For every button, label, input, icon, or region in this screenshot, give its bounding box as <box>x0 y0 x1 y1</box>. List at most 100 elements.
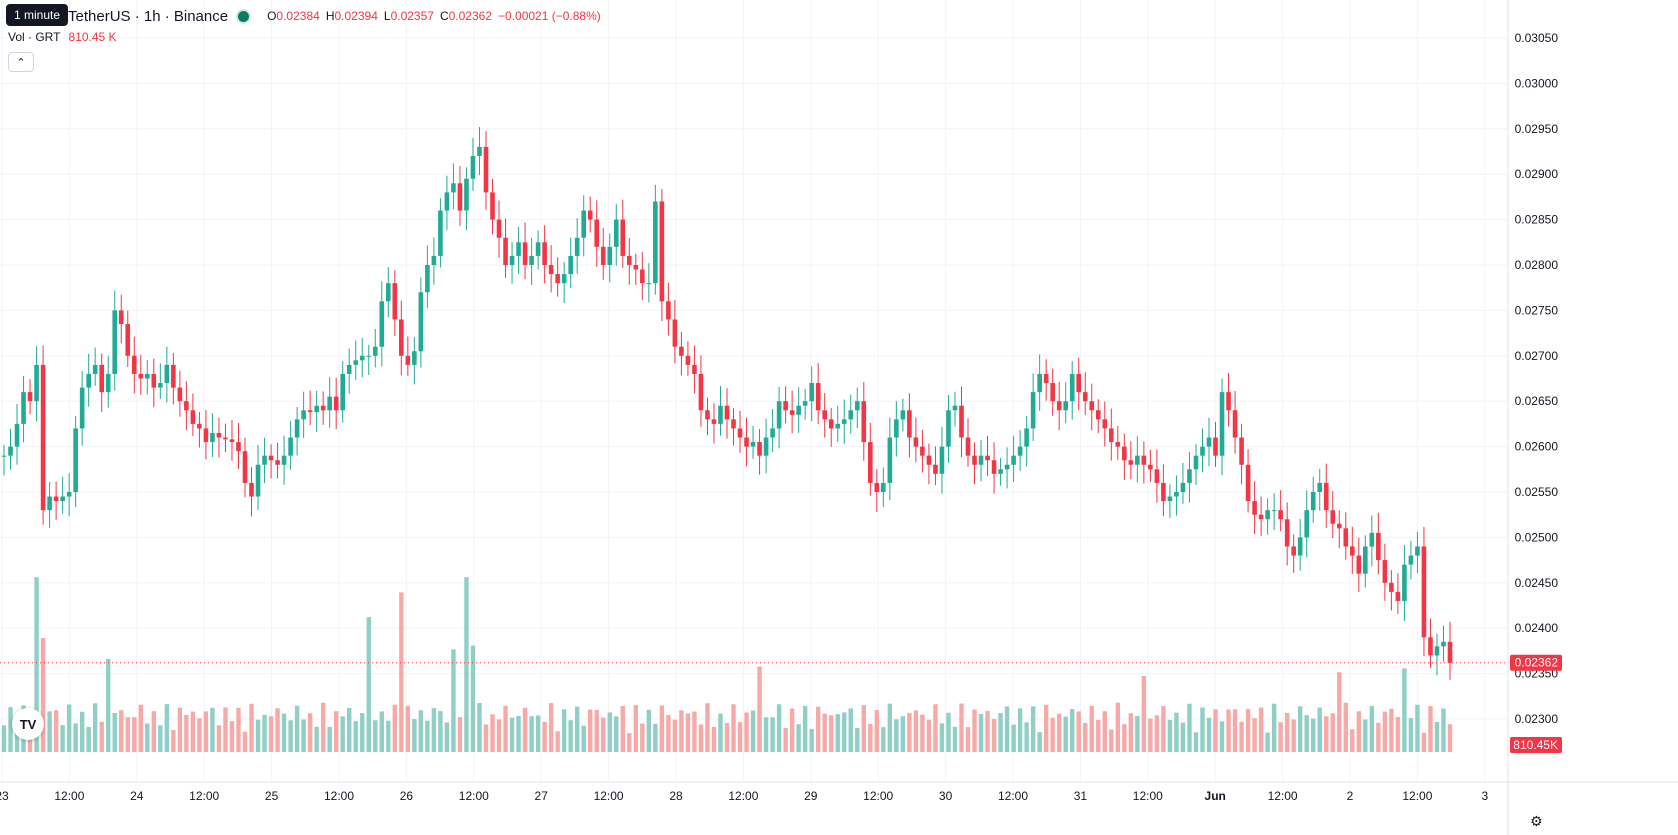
volume-bar <box>373 720 378 752</box>
volume-bar <box>353 721 358 752</box>
candle-body <box>79 387 85 429</box>
price-change: −0.00021 (−0.88%) <box>498 9 601 23</box>
volume-bar <box>53 710 59 752</box>
candle-body <box>1258 514 1264 520</box>
candle-body <box>587 210 593 220</box>
volume-bar <box>907 712 912 752</box>
price-tick-label: 0.02650 <box>1515 394 1559 408</box>
candle-body <box>522 242 528 265</box>
volume-bar <box>66 704 72 752</box>
candle-body <box>470 156 476 179</box>
volume-bar <box>379 711 384 752</box>
candle-body <box>776 401 782 429</box>
price-tick-label: 0.02700 <box>1515 349 1559 363</box>
volume-bar <box>92 703 98 752</box>
volume-bar <box>965 727 971 752</box>
candle-body <box>920 446 925 456</box>
volume-bar <box>588 709 593 752</box>
volume-bar <box>307 713 313 752</box>
candle-body <box>223 437 228 440</box>
candle-body <box>750 442 756 447</box>
volume-bar <box>1376 722 1381 752</box>
volume-bar <box>796 724 801 752</box>
volume-bar <box>672 719 678 752</box>
candle-body <box>190 410 196 424</box>
candle-body <box>444 192 450 211</box>
candle-body <box>887 437 893 483</box>
candle-body <box>789 410 795 415</box>
volume-bar <box>679 710 684 752</box>
volume-bar <box>594 709 599 752</box>
volume-bar <box>1089 705 1094 752</box>
candle-body <box>164 364 170 384</box>
candle-body <box>438 210 443 256</box>
candle-body <box>431 255 437 265</box>
volume-bar <box>8 707 13 752</box>
volume-bar <box>1206 717 1212 752</box>
gear-icon[interactable]: ⚙ <box>1530 813 1543 829</box>
candle-body <box>1408 555 1414 565</box>
volume-bar <box>1024 722 1029 752</box>
candle-body <box>1402 564 1407 601</box>
candle-body <box>542 242 547 265</box>
volume-bar <box>887 703 893 752</box>
ohlc-close-label: C <box>439 9 449 23</box>
candle-body <box>854 401 860 411</box>
volume-bar <box>1193 732 1199 752</box>
candle-body <box>8 446 13 456</box>
volume-bar <box>392 704 398 752</box>
volume-bar <box>1187 703 1192 752</box>
candle-body <box>731 419 736 429</box>
volume-bar <box>1226 709 1231 752</box>
candle-body <box>991 460 997 474</box>
candle-body <box>301 410 306 420</box>
volume-bar <box>151 711 157 752</box>
candle-body <box>399 319 404 356</box>
volume-bar <box>829 715 834 752</box>
volume-bar <box>249 703 254 752</box>
volume-bar <box>418 710 424 752</box>
candle-body <box>653 201 658 284</box>
volume-bar <box>1115 702 1121 752</box>
candle-body <box>203 428 209 443</box>
tradingview-logo[interactable]: TV <box>12 708 44 740</box>
candle-body <box>972 455 977 465</box>
last-price-label: 0.02362 <box>1515 656 1559 670</box>
candle-body <box>692 364 697 374</box>
candle-body <box>1323 482 1329 511</box>
volume-bar <box>561 709 567 752</box>
candle-body <box>1278 510 1283 520</box>
volume-bar <box>86 726 91 752</box>
volume-bar <box>1363 719 1368 752</box>
volume-bar <box>1265 732 1270 752</box>
candle-body <box>314 405 319 413</box>
collapse-legend-button[interactable]: ⌃ <box>8 52 34 72</box>
candle-body <box>874 482 880 492</box>
volume-bar <box>802 705 808 752</box>
volume-bar <box>1382 711 1388 752</box>
time-tick-label: 30 <box>939 789 953 803</box>
volume-bar <box>737 722 743 752</box>
time-tick-label: 12:00 <box>863 789 893 803</box>
symbol-title[interactable]: TetherUS · 1h · Binance <box>68 7 229 25</box>
volume-bar <box>718 713 723 752</box>
volume-bar <box>1324 716 1329 752</box>
volume-bar <box>1369 706 1375 752</box>
candle-body <box>385 283 391 302</box>
candle-body <box>457 183 463 211</box>
volume-bar <box>1063 716 1068 752</box>
candle-body <box>900 410 906 420</box>
candle-body <box>568 255 573 275</box>
candle-body <box>288 437 293 456</box>
volume-bar <box>1343 702 1348 752</box>
candle-body <box>848 410 854 420</box>
volume-bar <box>444 722 450 752</box>
candle-body <box>809 383 814 402</box>
candle-body <box>490 192 495 220</box>
volume-bar <box>145 723 150 752</box>
volume-bar <box>242 731 248 752</box>
volume-bar <box>425 720 430 752</box>
candle-body <box>705 410 710 420</box>
candle-body <box>757 442 762 456</box>
